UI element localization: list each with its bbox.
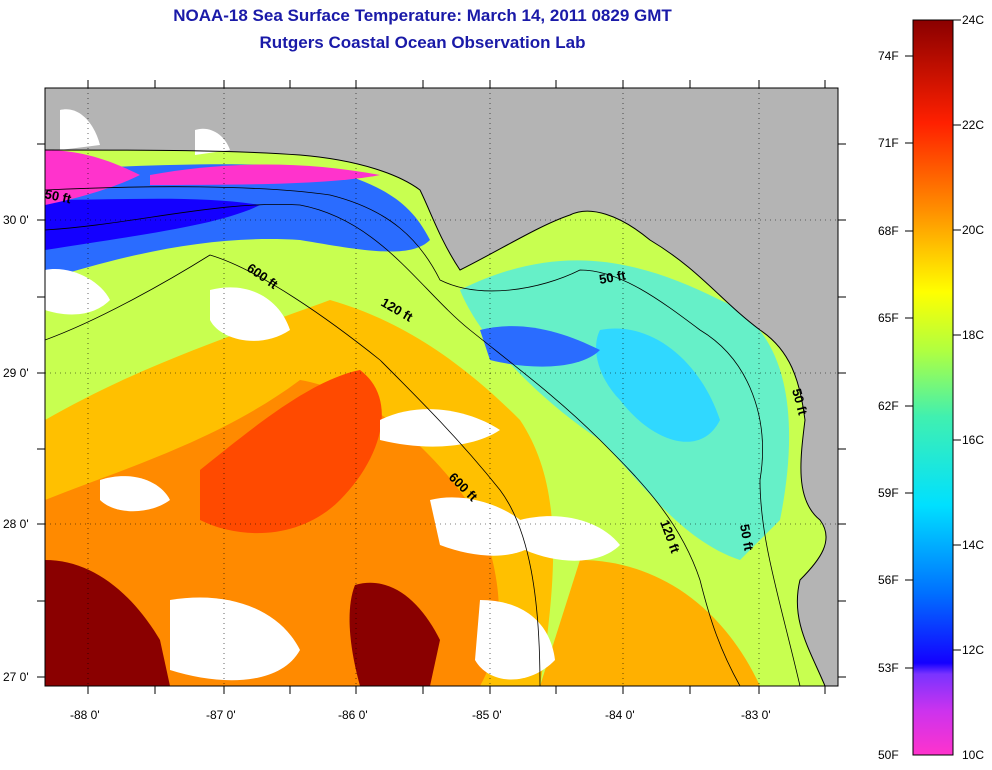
colorbar-ticks bbox=[905, 19, 961, 669]
cloud-west bbox=[45, 269, 110, 315]
lon-label-85: -85 0' bbox=[472, 708, 502, 722]
cloud-6 bbox=[475, 600, 555, 680]
coastline bbox=[45, 149, 827, 686]
colorbar-c-label: 22C bbox=[962, 118, 985, 132]
map-image bbox=[45, 88, 838, 686]
colorbar-c-label: 20C bbox=[962, 223, 985, 237]
colorbar-f-label: 50F bbox=[878, 748, 899, 762]
colorbar-c-label: 10C bbox=[962, 748, 985, 762]
nearshore-coldest-band bbox=[45, 198, 260, 250]
colorbar-f-label: 71F bbox=[878, 136, 899, 150]
lon-label-87: -87 0' bbox=[206, 708, 236, 722]
lon-label-86: -86 0' bbox=[338, 708, 368, 722]
cloud-3 bbox=[430, 497, 540, 556]
map-subtitle: Rutgers Coastal Ocean Observation Lab bbox=[259, 33, 586, 52]
warmest-water-south bbox=[349, 582, 440, 686]
colorbar-c-label: 24C bbox=[962, 13, 985, 27]
big-bend-cold-patch bbox=[480, 326, 600, 367]
cold-patch-coast bbox=[150, 164, 380, 185]
cold-patch-west bbox=[45, 150, 140, 205]
land-mass bbox=[45, 88, 838, 686]
nearshore-cold-band bbox=[45, 164, 430, 280]
lat-label-29: 29 0' bbox=[3, 366, 29, 380]
colorbar-f-label: 68F bbox=[878, 224, 899, 238]
warmest-water-west bbox=[45, 560, 170, 686]
cloud-7 bbox=[100, 476, 170, 512]
lat-label-27: 27 0' bbox=[3, 670, 29, 684]
contour-label: 50 ft bbox=[43, 186, 73, 206]
bay-cloud-2 bbox=[195, 128, 230, 155]
cloud-2 bbox=[380, 409, 500, 447]
lat-label-28: 28 0' bbox=[3, 517, 29, 531]
lon-label-84: -84 0' bbox=[605, 708, 635, 722]
lat-label-30: 30 0' bbox=[3, 213, 29, 227]
colorbar-f-label: 74F bbox=[878, 49, 899, 63]
contour-600ft bbox=[45, 254, 541, 686]
shelf-cyan-patch bbox=[596, 328, 720, 442]
contour-label: 50 ft bbox=[598, 267, 628, 287]
colorbar-f-label: 59F bbox=[878, 486, 899, 500]
cloud-1 bbox=[210, 287, 290, 341]
colorbar bbox=[912, 19, 954, 756]
grid-lines bbox=[45, 88, 838, 686]
axis-ticks bbox=[37, 80, 846, 694]
colorbar-f-label: 56F bbox=[878, 573, 899, 587]
colorbar-c-label: 16C bbox=[962, 433, 985, 447]
cloud-4 bbox=[520, 516, 620, 561]
colorbar-f-label: 53F bbox=[878, 661, 899, 675]
colorbar-c-label: 18C bbox=[962, 328, 985, 342]
bay-cloud bbox=[60, 109, 100, 150]
colorbar-f-label: 65F bbox=[878, 311, 899, 325]
map-frame bbox=[44, 87, 839, 687]
contour-50ft bbox=[45, 186, 801, 686]
lon-label-83: -83 0' bbox=[741, 708, 771, 722]
contour-120ft bbox=[45, 203, 741, 686]
colorbar-f-label: 62F bbox=[878, 399, 899, 413]
southeast-warm-water bbox=[540, 560, 760, 686]
colorbar-c-label: 14C bbox=[962, 538, 985, 552]
map-title: NOAA-18 Sea Surface Temperature: March 1… bbox=[173, 6, 672, 25]
lon-label-88: -88 0' bbox=[70, 708, 100, 722]
loop-current-core bbox=[200, 370, 382, 534]
cloud-5 bbox=[170, 597, 300, 681]
contour-label: 50 ft bbox=[789, 387, 811, 417]
contour-label: 50 ft bbox=[737, 523, 757, 553]
colorbar-c-label: 12C bbox=[962, 643, 985, 657]
